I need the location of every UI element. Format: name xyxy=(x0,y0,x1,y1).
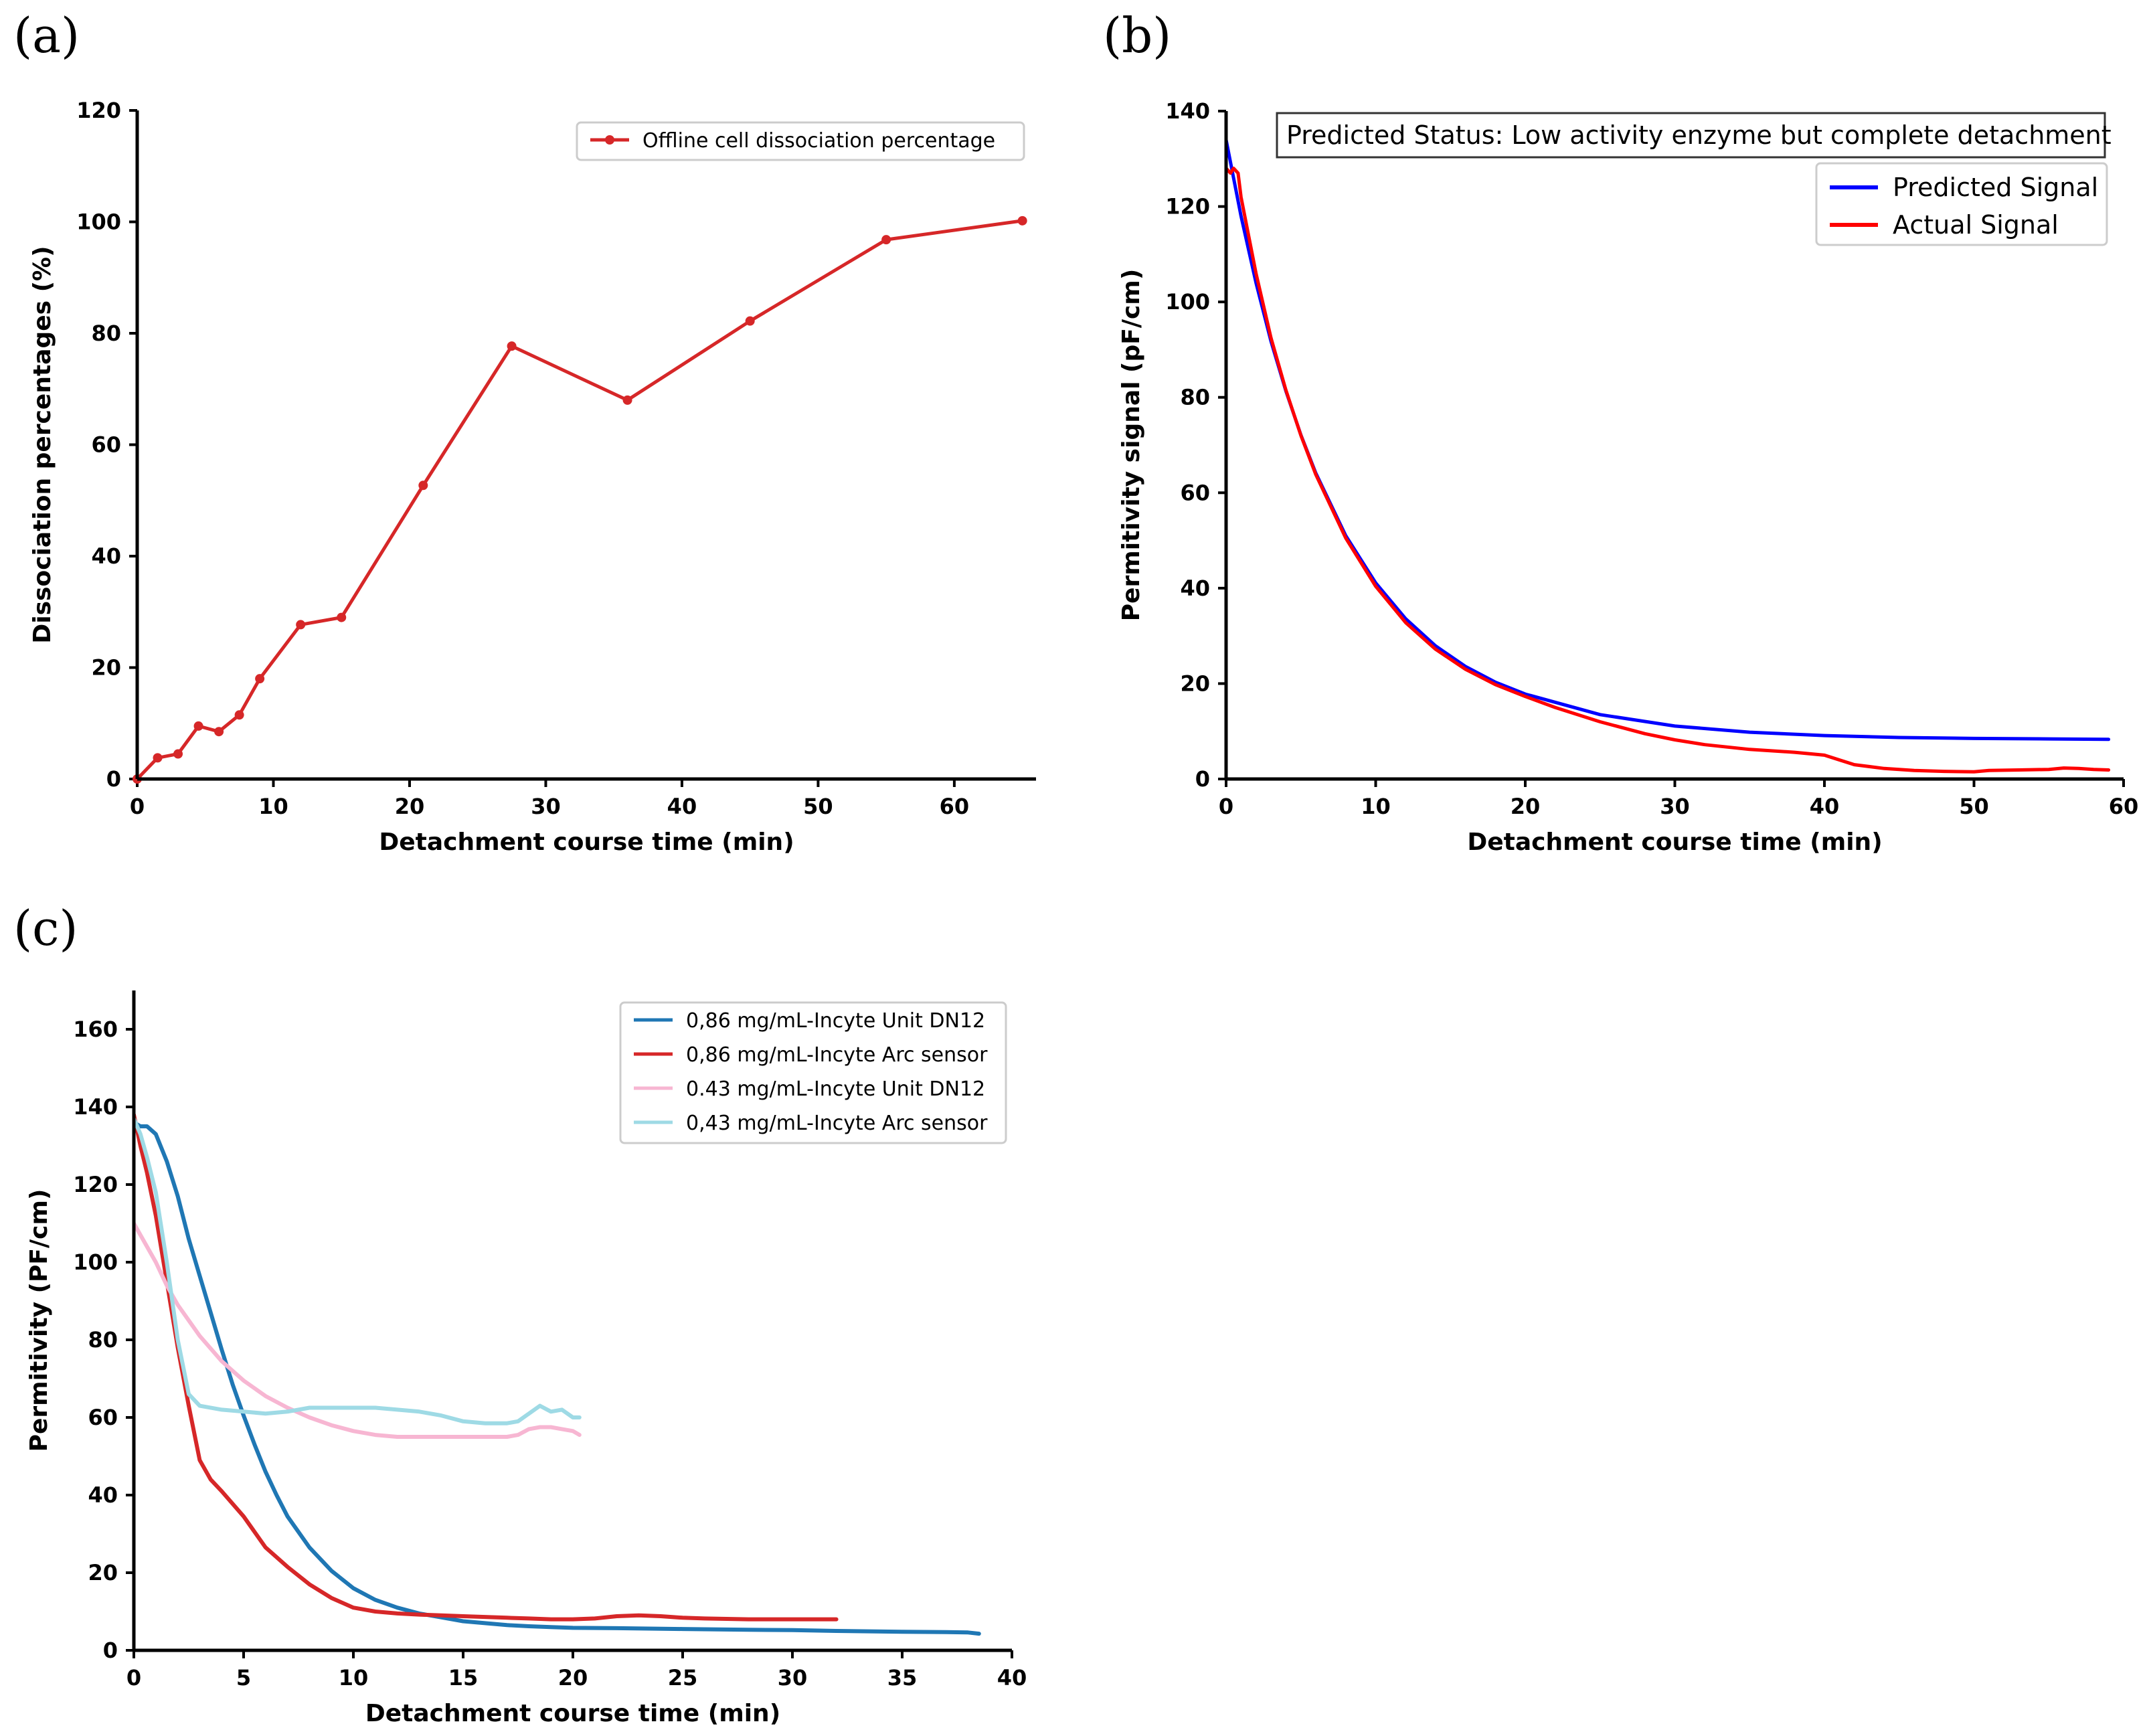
panel-c: (c) 0 5 10 15 20 25 30 35 40 0 20 40 60 80 100 120 140 160… xyxy=(13,900,1027,1727)
data-point xyxy=(337,612,347,622)
x-tick-label: 10 xyxy=(1361,794,1391,819)
y-tick-label: 120 xyxy=(76,98,121,123)
x-tick-label: 0 xyxy=(126,1665,141,1690)
x-tick-label: 30 xyxy=(531,794,561,819)
y-tick-label: 100 xyxy=(1165,289,1210,315)
y-tick-label: 120 xyxy=(73,1172,118,1197)
legend-label: Offline cell dissociation percentage xyxy=(642,129,995,153)
panel-label-a: (a) xyxy=(13,7,80,64)
y-tick-label: 80 xyxy=(91,321,121,346)
y-tick-label: 140 xyxy=(73,1094,118,1120)
series-line-3 xyxy=(134,1221,582,1439)
y-tick-label: 60 xyxy=(88,1405,118,1430)
data-point xyxy=(622,395,632,405)
y-tick-label: 20 xyxy=(88,1560,118,1585)
y-tick-label: 40 xyxy=(1180,576,1210,601)
x-tick-label: 40 xyxy=(1810,794,1840,819)
y-tick-label: 0 xyxy=(1195,766,1210,792)
status-text: Predicted Status: Low activity enzyme bu… xyxy=(1286,120,2112,150)
data-point xyxy=(745,316,755,326)
data-point xyxy=(1017,215,1027,226)
x-tick-label: 40 xyxy=(997,1665,1027,1690)
x-tick-label: 60 xyxy=(940,794,970,819)
y-tick-label: 100 xyxy=(76,209,121,235)
legend-label: 0,86 mg/mL-Incyte Unit DN12 xyxy=(686,1009,985,1033)
x-tick-label: 10 xyxy=(339,1665,369,1690)
data-point xyxy=(214,727,224,737)
series-line-2 xyxy=(134,1112,839,1622)
legend-box xyxy=(576,121,1025,161)
x-tick-label: 20 xyxy=(395,794,425,819)
legend-marker xyxy=(605,135,614,145)
legend-label: 0.43 mg/mL-Incyte Unit DN12 xyxy=(686,1077,985,1101)
x-tick-label: 30 xyxy=(1660,794,1690,819)
series-line-1 xyxy=(137,219,1025,779)
status-box xyxy=(1276,112,2106,159)
x-tick-label: 5 xyxy=(236,1665,251,1690)
x-axis-title: Detachment course time (min) xyxy=(365,1700,780,1727)
panel-b: (b) 0 10 20 30 40 50 60 0 20 40 60 80 100 120 140 Detach… xyxy=(1103,7,2138,856)
y-tick-label: 20 xyxy=(1180,671,1210,696)
legend-box xyxy=(1815,162,2108,246)
legend-label: Predicted Signal xyxy=(1893,173,2098,202)
x-tick-label: 60 xyxy=(2109,794,2139,819)
y-tick-label: 60 xyxy=(1180,480,1210,505)
y-tick-label: 140 xyxy=(1165,98,1210,124)
y-tick-label: 80 xyxy=(88,1327,118,1353)
panel-label-b: (b) xyxy=(1103,7,1171,64)
data-point xyxy=(153,753,163,763)
x-axis-title: Detachment course time (min) xyxy=(379,829,794,856)
y-tick-label: 160 xyxy=(73,1017,118,1042)
y-tick-label: 60 xyxy=(91,432,121,458)
y-tick-label: 20 xyxy=(91,655,121,681)
data-point xyxy=(418,481,428,491)
y-tick-label: 40 xyxy=(88,1482,118,1508)
y-tick-label: 120 xyxy=(1165,194,1210,220)
x-tick-label: 0 xyxy=(130,794,145,819)
legend-box xyxy=(619,1001,1007,1144)
x-tick-label: 50 xyxy=(803,794,833,819)
legend: Offline cell dissociation percentage xyxy=(576,121,1025,161)
data-point xyxy=(507,341,517,351)
x-tick-label: 35 xyxy=(887,1665,918,1690)
x-tick-label: 50 xyxy=(1959,794,1989,819)
y-axis-title: Dissociation percentages (%) xyxy=(29,246,56,643)
data-point xyxy=(234,710,244,720)
x-axis-title: Detachment course time (min) xyxy=(1467,829,1882,856)
legend-label: 0,43 mg/mL-Incyte Arc sensor xyxy=(686,1112,988,1135)
x-tick-label: 40 xyxy=(667,794,697,819)
data-point xyxy=(193,721,203,731)
y-axis-title: Permitivity (PF/cm) xyxy=(25,1189,53,1452)
data-point xyxy=(173,749,183,759)
legend-label: Actual Signal xyxy=(1893,210,2059,240)
y-tick-label: 80 xyxy=(1180,385,1210,410)
y-tick-label: 40 xyxy=(91,543,121,569)
series-line-1 xyxy=(134,1120,981,1636)
data-point xyxy=(881,235,891,245)
y-axis-title: Permitivity signal (pF/cm) xyxy=(1118,269,1145,622)
y-tick-label: 0 xyxy=(106,766,121,792)
legend: Predicted Signal Actual Signal xyxy=(1815,162,2108,246)
x-tick-label: 0 xyxy=(1219,794,1233,819)
panel-a: (a) 0 10 20 30 40 50 60 0 20 40 60 80 100 120 Detachmen… xyxy=(13,7,1036,856)
legend-label: 0,86 mg/mL-Incyte Arc sensor xyxy=(686,1043,988,1067)
x-tick-label: 20 xyxy=(558,1665,588,1690)
legend: 0,86 mg/mL-Incyte Unit DN12 0,86 mg/mL-In… xyxy=(619,1001,1007,1144)
x-tick-label: 15 xyxy=(448,1665,479,1690)
y-tick-label: 0 xyxy=(103,1638,118,1663)
y-tick-label: 100 xyxy=(73,1249,118,1275)
series-line-2 xyxy=(1226,167,2111,774)
data-point xyxy=(255,674,265,684)
x-tick-label: 10 xyxy=(258,794,288,819)
panel-label-c: (c) xyxy=(13,900,78,956)
x-tick-label: 25 xyxy=(668,1665,698,1690)
series-line-4 xyxy=(134,1116,582,1425)
x-tick-label: 30 xyxy=(778,1665,808,1690)
x-tick-label: 20 xyxy=(1511,794,1541,819)
data-point xyxy=(296,620,306,630)
